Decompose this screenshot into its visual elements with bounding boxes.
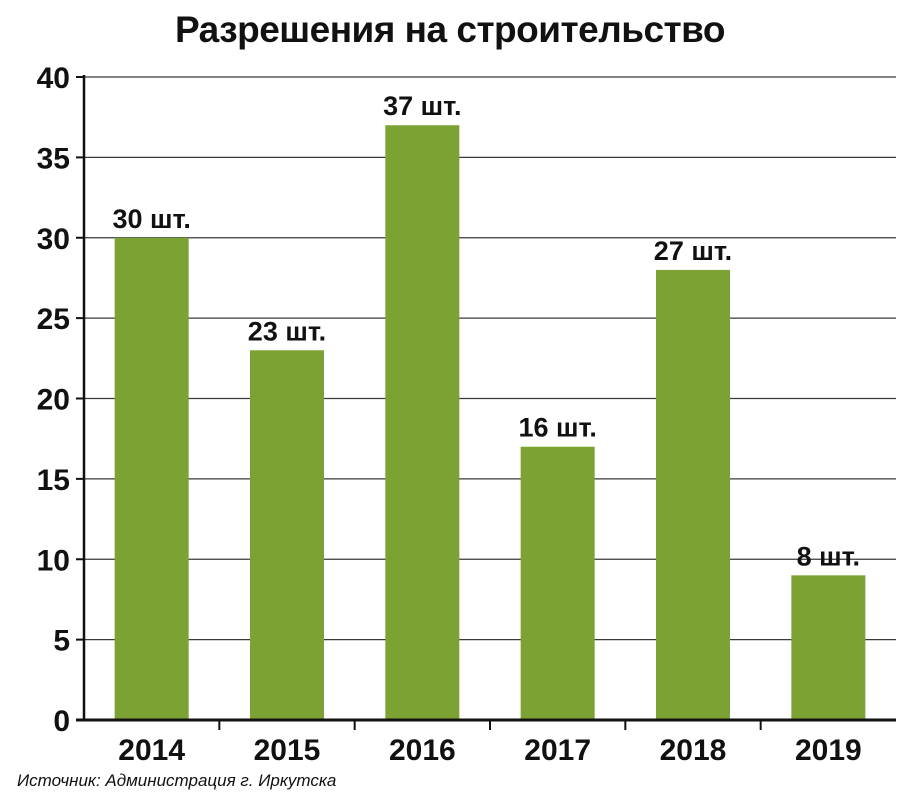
bar-2017 [520, 446, 595, 720]
data-label: 16 шт. [518, 413, 596, 443]
x-tick-label: 2017 [524, 734, 591, 767]
y-tick-label: 40 [37, 62, 70, 95]
y-tick-label: 10 [37, 544, 70, 577]
y-tick-label: 35 [37, 142, 70, 175]
y-tick-label: 0 [53, 705, 70, 738]
y-tick-label: 25 [37, 303, 70, 336]
data-labels: 30 шт. 23 шт. 37 шт. 16 шт. 27 шт. 8 шт. [112, 91, 860, 571]
data-label: 27 шт. [654, 236, 732, 266]
axes [76, 75, 896, 730]
x-tick-label: 2019 [795, 734, 862, 767]
bar-2018 [656, 269, 730, 720]
y-tick-label: 20 [37, 384, 70, 417]
data-label: 8 шт. [797, 541, 860, 571]
bar-2019 [791, 575, 866, 720]
x-tick-label: 2018 [660, 734, 727, 767]
source-note: Источник: Администрация г. Иркутска [17, 771, 337, 790]
data-label: 30 шт. [112, 204, 190, 234]
x-tick-label: 2014 [118, 734, 185, 767]
data-label: 37 шт. [383, 91, 461, 121]
y-tick-label: 5 [53, 625, 70, 658]
y-tick-label: 15 [37, 464, 70, 497]
bar-2016 [385, 125, 460, 721]
y-tick-labels: 0 5 10 15 20 25 30 35 40 [37, 62, 70, 738]
chart-title: Разрешения на строительство [174, 9, 726, 50]
bar-2015 [250, 350, 324, 720]
x-tick-label: 2016 [389, 734, 456, 767]
x-tick-labels: 2014 2015 2016 2017 2018 2019 [118, 734, 861, 767]
data-label: 23 шт. [248, 316, 326, 346]
x-tick-label: 2015 [254, 734, 321, 767]
bars [114, 125, 866, 721]
y-tick-label: 30 [37, 223, 70, 256]
bar-2014 [114, 237, 189, 720]
gridlines [84, 76, 896, 641]
